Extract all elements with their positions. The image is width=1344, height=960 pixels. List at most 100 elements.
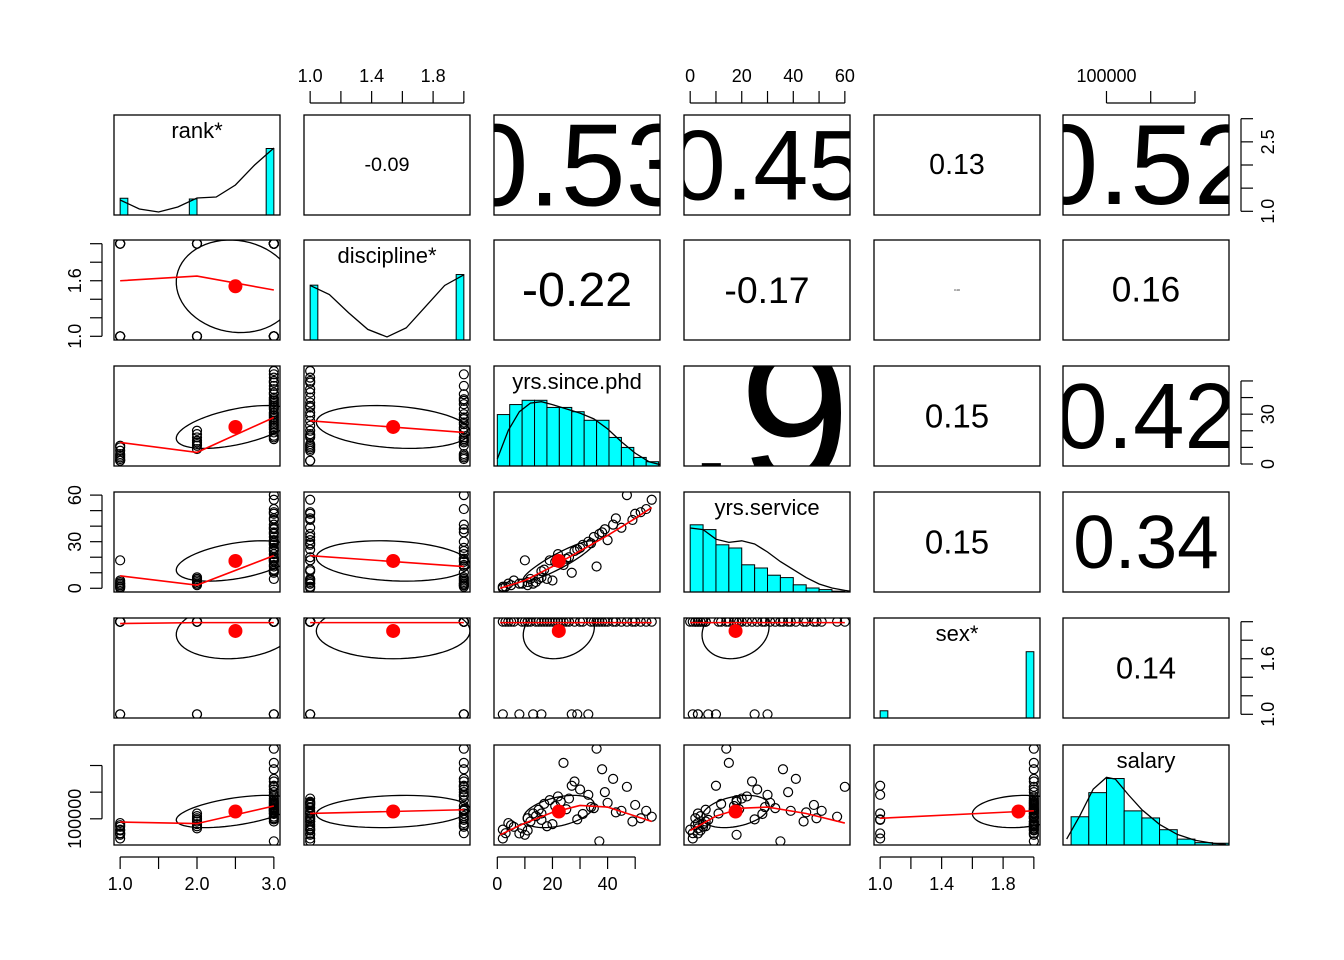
scatter-point <box>115 240 126 249</box>
scatter-point <box>602 797 613 808</box>
scatter-point <box>497 833 508 844</box>
panel-frame <box>303 114 471 216</box>
panel <box>875 745 1040 845</box>
scatter-point <box>1028 776 1039 787</box>
panel: yrs.since.phd <box>496 369 660 466</box>
mean-point <box>551 553 566 568</box>
scatter-point <box>458 409 469 420</box>
panel-frame <box>1062 114 1230 216</box>
scatter-point <box>585 618 597 627</box>
smooth-line <box>689 806 846 832</box>
correlation-ellipse <box>175 240 280 334</box>
scatter-point <box>268 375 279 387</box>
panel <box>305 618 470 718</box>
scatter-point <box>305 544 316 555</box>
histogram-bar <box>496 414 511 466</box>
correlation: 0.16 <box>1112 271 1181 310</box>
scatter-point <box>1028 804 1039 815</box>
scatter-point <box>541 821 553 832</box>
correlation: -0.22 <box>522 263 632 317</box>
panel-frame <box>873 114 1041 216</box>
scatter-point <box>268 389 279 400</box>
scatter-point <box>785 618 796 627</box>
scatter-point <box>458 784 469 795</box>
mean-point <box>228 623 243 638</box>
scatter-point <box>458 492 469 501</box>
mean-point <box>386 804 401 819</box>
scatter-point <box>458 745 469 754</box>
panel <box>685 618 850 718</box>
panel <box>115 618 280 718</box>
scatter-point <box>875 780 886 791</box>
scatter-point <box>458 536 469 547</box>
correlation: -0.09 <box>364 154 409 176</box>
variable-name: discipline* <box>337 243 436 268</box>
scatter-point <box>762 709 773 718</box>
scatter-point <box>305 387 316 398</box>
scatter-point <box>305 799 316 811</box>
scatter-point <box>1028 799 1039 811</box>
scatter-point <box>305 443 316 455</box>
scatter-point <box>594 618 605 627</box>
correlation: 0.91 <box>572 305 962 528</box>
panel: 0.14 <box>1116 651 1176 686</box>
scatter-point <box>458 404 469 415</box>
mean-point <box>386 553 401 568</box>
scatter-point <box>458 440 469 451</box>
scatter-point <box>536 618 547 627</box>
scatter-point <box>608 773 619 784</box>
scatter-point <box>741 618 752 627</box>
mean-point <box>1011 804 1026 819</box>
smooth-line <box>499 804 652 836</box>
scatter-point <box>875 828 886 839</box>
scatter-point <box>305 384 316 395</box>
panel: -0.09 <box>364 154 409 176</box>
scatter-point <box>268 402 279 413</box>
scatter-point <box>191 425 203 436</box>
panel: 0.42 <box>1063 366 1229 466</box>
scatter-point <box>816 618 827 627</box>
scatter-point <box>752 784 763 795</box>
scatter-point <box>305 425 316 436</box>
scatter-point <box>641 805 652 816</box>
x-tick-label: 1.0 <box>108 874 133 894</box>
scatter-point <box>268 804 279 815</box>
panel-frame <box>493 491 661 593</box>
panel-frame <box>303 617 471 719</box>
scatter-point <box>458 773 469 784</box>
panel-frame <box>683 491 851 593</box>
panel: 0.45 <box>684 115 850 215</box>
scatter-point <box>305 407 316 418</box>
histogram-bar <box>1088 792 1107 845</box>
histogram-bar <box>779 577 794 592</box>
scatter-point <box>594 836 605 845</box>
scatter-point <box>764 618 776 627</box>
scatter-point <box>627 618 638 627</box>
panel: salary <box>1066 748 1229 845</box>
panel-frame <box>113 365 281 467</box>
correlation-ellipse <box>522 618 596 660</box>
scatter-point <box>268 618 279 627</box>
scatter-point <box>268 573 279 585</box>
scatter-point <box>458 553 469 564</box>
scatter-point <box>191 821 203 832</box>
scatter-point <box>305 430 316 441</box>
scatter-point <box>566 567 577 578</box>
scatter-point <box>602 618 613 627</box>
density-curve <box>496 401 660 466</box>
panel <box>115 492 280 592</box>
scatter-point <box>458 524 469 535</box>
panel: discipline* <box>309 243 465 340</box>
mean-point <box>386 419 401 434</box>
panel <box>685 745 850 845</box>
histogram-bar <box>608 436 622 466</box>
histogram-bar <box>309 284 319 340</box>
panel-frame <box>493 744 661 846</box>
scatter-point <box>268 380 279 392</box>
panel-frame <box>683 114 851 216</box>
scatter-point <box>723 757 734 768</box>
scatter-point <box>536 814 547 825</box>
x-tick-label: 20 <box>542 874 562 894</box>
scatter-point <box>191 573 203 585</box>
